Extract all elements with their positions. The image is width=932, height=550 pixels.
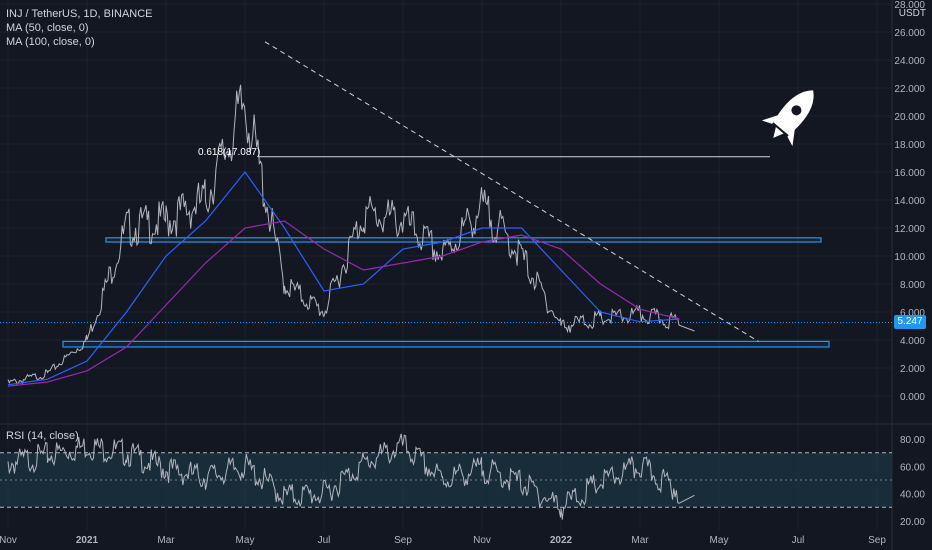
- price-tick-label: 8.000: [900, 280, 925, 291]
- symbol-title[interactable]: INJ / TetherUS, 1D, BINANCE: [6, 8, 153, 20]
- time-tick-label: Sep: [868, 535, 886, 546]
- fib-level-label: 0.618(17.087): [198, 147, 260, 158]
- price-tick-label: 14.000: [894, 196, 925, 207]
- moving-averages: [7, 171, 680, 387]
- time-tick-label: Jul: [318, 535, 331, 546]
- rsi-tick-label: 20.00: [900, 517, 925, 528]
- rsi-line: [7, 433, 695, 520]
- rsi-panel: [0, 433, 892, 520]
- time-tick-label: Mar: [631, 535, 649, 546]
- price-tick-label: 2.000: [900, 364, 925, 375]
- support-resistance-box[interactable]: [105, 237, 822, 243]
- price-tick-label: 12.000: [894, 224, 925, 235]
- rsi-tick-label: 40.00: [900, 490, 925, 501]
- ma100-legend[interactable]: MA (100, close, 0): [6, 36, 95, 48]
- price-tick-label: 10.000: [894, 252, 925, 263]
- price-tick-label: 24.000: [894, 56, 925, 67]
- ma50-legend[interactable]: MA (50, close, 0): [6, 22, 89, 34]
- time-tick-label: May: [710, 535, 729, 546]
- rsi-tick-label: 60.00: [900, 462, 925, 473]
- time-tick-label: Jul: [792, 535, 805, 546]
- time-tick-label: May: [236, 535, 255, 546]
- price-tick-label: 22.000: [894, 84, 925, 95]
- price-tick-label: 26.000: [894, 28, 925, 39]
- time-tick-label: 2022: [550, 535, 573, 546]
- price-tick-label: 4.000: [900, 336, 925, 347]
- time-tick-label: Nov: [473, 535, 491, 546]
- price-tick-label: 6.000: [900, 308, 925, 319]
- rsi-tick-label: 80.00: [900, 435, 925, 446]
- price-tick-label: 16.000: [894, 168, 925, 179]
- time-tick-label: Nov: [0, 535, 17, 546]
- rocket-icon: [761, 90, 814, 147]
- price-axis[interactable]: 28.000 26.000 24.000 22.000 20.000 18.000 16.0…: [894, 0, 925, 528]
- time-axis[interactable]: Nov 2021 Mar May Jul Sep Nov 2022 Mar May Jul Sep: [0, 535, 886, 546]
- last-price-badge: 5.247: [894, 315, 926, 329]
- time-tick-label: Sep: [394, 535, 412, 546]
- ma100-line: [7, 220, 680, 387]
- time-tick-label: 2021: [76, 535, 99, 546]
- ma50-line: [7, 171, 680, 386]
- time-tick-label: Mar: [157, 535, 175, 546]
- rsi-legend[interactable]: RSI (14, close): [6, 430, 79, 442]
- price-tick-label: 20.000: [894, 112, 925, 123]
- price-series: [7, 84, 695, 385]
- currency-label: USDT: [898, 8, 926, 19]
- price-tick-label: 28.000: [894, 0, 925, 11]
- price-tick-label: 0.000: [900, 392, 925, 403]
- price-series-line: [7, 84, 695, 385]
- price-tick-label: 18.000: [894, 140, 925, 151]
- support-resistance-box[interactable]: [62, 340, 830, 348]
- descending-trendline[interactable]: [264, 41, 759, 342]
- drawings[interactable]: [0, 41, 892, 348]
